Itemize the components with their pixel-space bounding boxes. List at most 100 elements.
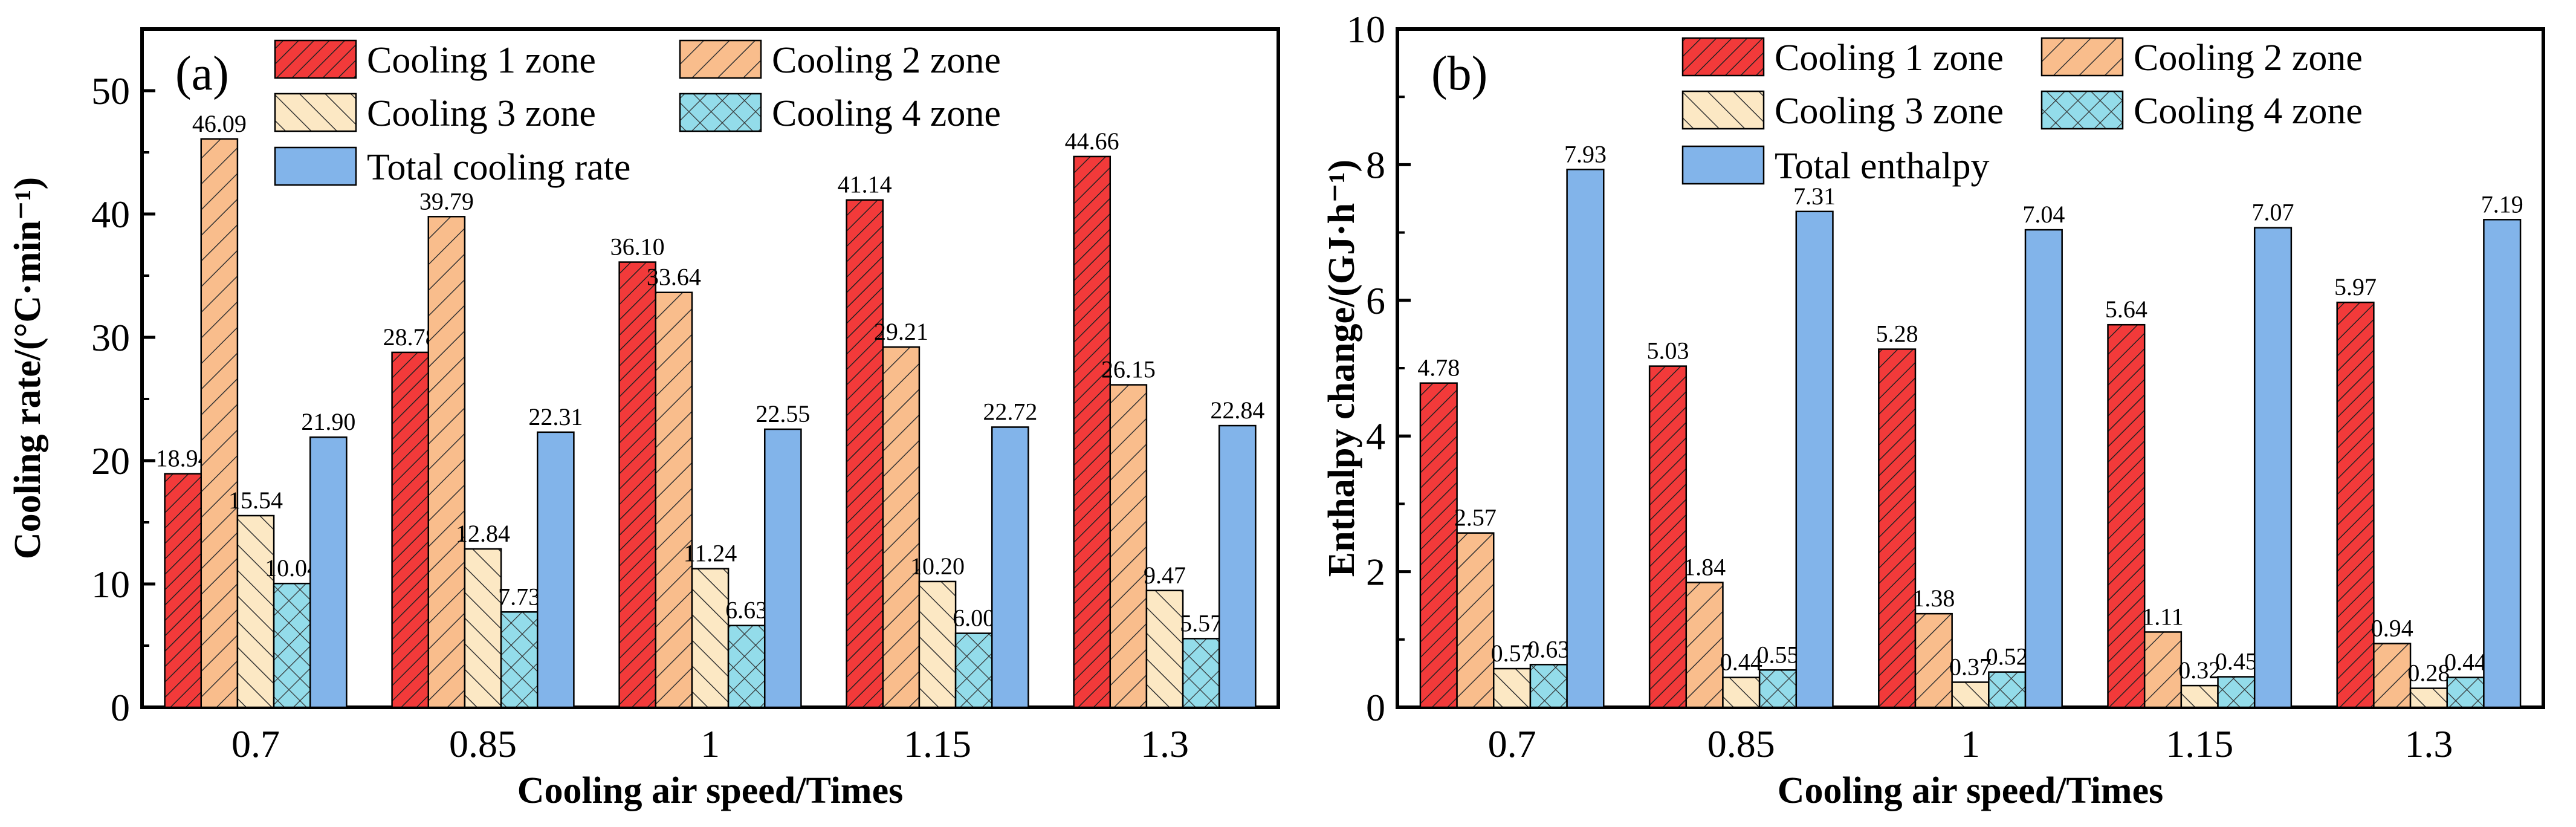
legend-swatch [274, 92, 357, 132]
data-label: 22.31 [528, 403, 583, 430]
bar [618, 261, 657, 709]
legend-item: Cooling 1 zone [274, 39, 596, 81]
bar [391, 351, 430, 709]
legend-swatch [1681, 90, 1765, 130]
bar [1493, 667, 1532, 709]
data-label: 0.37 [1949, 653, 1992, 680]
legend-item: Total cooling rate [274, 146, 630, 188]
legend-label: Total enthalpy [1775, 146, 1990, 187]
legend-item: Cooling 2 zone [2040, 37, 2363, 79]
bar [1456, 532, 1495, 709]
data-label: 12.84 [456, 520, 510, 547]
bar [2483, 219, 2522, 709]
bar [200, 138, 239, 709]
legend-label: Cooling 1 zone [1775, 37, 2004, 79]
bar [763, 428, 802, 709]
bar [2253, 227, 2293, 709]
x-tick-label: 0.7 [231, 722, 280, 765]
bar [918, 580, 957, 709]
y-tick-label: 0 [1366, 686, 1385, 729]
bar [1648, 365, 1688, 709]
bar [882, 346, 921, 709]
data-label: 0.63 [1527, 635, 1570, 663]
bar [2217, 676, 2256, 709]
panel-label: (b) [1431, 47, 1487, 100]
bar [2107, 323, 2146, 709]
legend-label: Cooling 1 zone [367, 40, 596, 81]
data-label: 5.64 [2105, 296, 2147, 323]
legend-label: Cooling 2 zone [2134, 37, 2363, 79]
legend-item: Total enthalpy [1681, 145, 1990, 187]
bar [500, 611, 539, 709]
bar [1758, 669, 1798, 709]
y-tick-label: 8 [1366, 143, 1385, 186]
legend-item: Cooling 1 zone [1681, 37, 2004, 79]
data-label: 0.32 [2178, 657, 2221, 684]
bar [1795, 210, 1834, 709]
data-label: 41.14 [838, 171, 892, 198]
x-tick-label: 1 [701, 722, 720, 765]
bar [2024, 229, 2063, 709]
bar [1109, 384, 1148, 709]
data-label: 0.52 [1986, 643, 2028, 670]
data-label: 15.54 [228, 487, 283, 514]
data-label: 0.44 [1720, 649, 1762, 676]
data-label: 46.09 [192, 110, 247, 137]
bar [1529, 664, 1568, 709]
legend-item: Cooling 4 zone [2040, 90, 2363, 132]
data-label: 22.55 [756, 400, 810, 427]
panel-b: 0 2 4 6 8 10 0.7 0.85 1 1.15 1.3 4.78 5.03 5.28 5.64 5.… [1321, 8, 2545, 811]
data-label: 33.64 [647, 264, 701, 291]
bar [1988, 671, 2027, 709]
bar [2373, 643, 2412, 709]
data-label: 9.47 [1144, 562, 1186, 589]
x-axis-title: Cooling air speed/Times [1778, 770, 2163, 811]
data-label: 5.57 [1180, 609, 1222, 637]
y-tick-label: 2 [1366, 551, 1385, 594]
bar [1878, 348, 1917, 709]
bar [1951, 681, 1990, 709]
y-tick-label: 20 [91, 439, 130, 482]
x-tick-label: 0.85 [449, 722, 517, 765]
legend-item: Cooling 4 zone [679, 92, 1001, 134]
y-tick-label: 50 [91, 70, 130, 112]
data-label: 10.20 [910, 553, 965, 580]
data-label: 26.15 [1101, 356, 1156, 383]
x-tick-label: 1.3 [2404, 722, 2453, 765]
bar [2180, 684, 2219, 709]
legend-item: Cooling 3 zone [274, 92, 596, 134]
y-tick-label: 40 [91, 193, 130, 236]
data-label: 39.79 [419, 187, 474, 215]
panel-label: (a) [175, 47, 229, 100]
bar [727, 624, 766, 709]
data-label: 22.84 [1210, 397, 1264, 424]
legend-swatch [1681, 37, 1765, 77]
bar [1145, 589, 1184, 709]
data-label: 7.07 [2252, 199, 2294, 226]
data-label: 0.57 [1491, 640, 1533, 667]
x-tick-label: 1.15 [904, 722, 971, 765]
bar [236, 514, 275, 709]
y-tick-label: 6 [1366, 279, 1385, 322]
data-label: 7.93 [1564, 140, 1607, 167]
data-label: 1.11 [2142, 603, 2184, 630]
bar [655, 291, 693, 709]
x-tick-label: 0.7 [1488, 722, 1536, 765]
data-label: 5.28 [1876, 320, 1918, 348]
bar [1722, 676, 1761, 709]
data-label: 36.10 [610, 233, 665, 261]
data-label: 1.84 [1683, 554, 1726, 581]
data-label: 7.73 [498, 583, 540, 610]
x-tick-label: 0.85 [1707, 722, 1775, 765]
data-label: 44.66 [1065, 128, 1119, 155]
data-label: 7.31 [1793, 183, 1836, 210]
legend-swatch [1681, 145, 1765, 185]
legend-item: Cooling 2 zone [679, 39, 1001, 81]
y-tick-label: 30 [91, 316, 130, 359]
legend-label: Cooling 3 zone [1775, 91, 2004, 132]
bar [846, 199, 884, 709]
data-label: 7.04 [2022, 201, 2065, 228]
legend-swatch [2040, 90, 2124, 130]
data-label: 21.90 [301, 408, 355, 435]
